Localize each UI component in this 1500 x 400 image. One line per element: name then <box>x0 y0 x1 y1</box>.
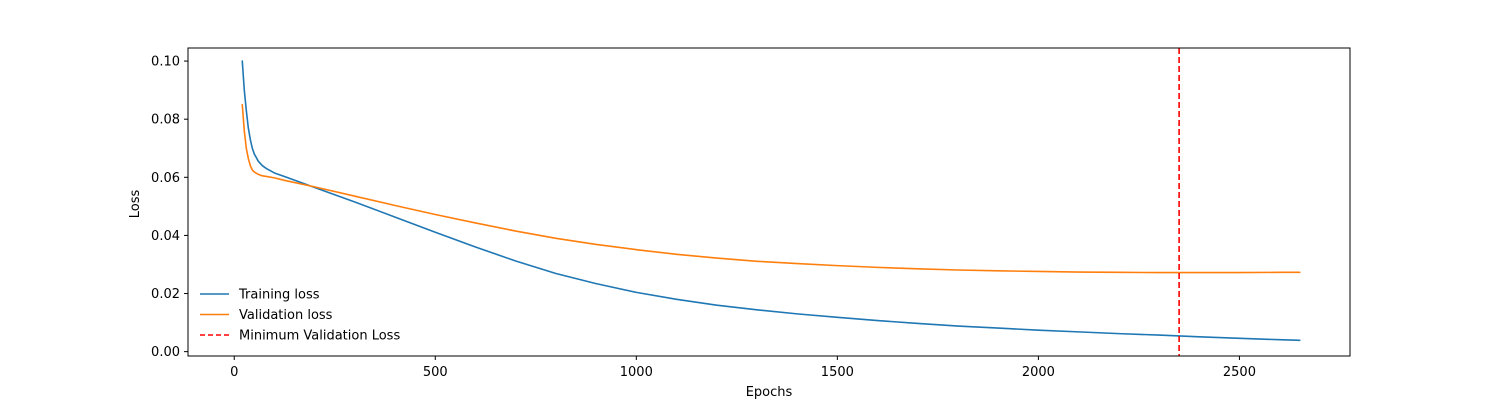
y-tick-label: 0.06 <box>151 171 180 186</box>
y-axis-label: Loss <box>128 190 143 219</box>
legend-label: Minimum Validation Loss <box>239 329 400 344</box>
y-tick-label: 0.00 <box>151 345 180 360</box>
x-tick-label: 500 <box>423 365 448 380</box>
x-tick-label: 2000 <box>1022 365 1055 380</box>
x-tick-label: 1500 <box>821 365 854 380</box>
legend-item-training-loss: Training loss <box>200 288 320 303</box>
legend-item-minimum-validation-loss: Minimum Validation Loss <box>200 329 400 344</box>
legend-item-validation-loss: Validation loss <box>200 308 333 323</box>
y-tick-label: 0.02 <box>151 287 180 302</box>
x-tick-label: 0 <box>230 365 238 380</box>
y-axis-ticks: 0.00 0.02 0.04 0.06 0.08 0.10 <box>151 55 188 360</box>
plot-frame <box>187 47 1351 357</box>
validation-loss-line <box>241 103 1301 274</box>
y-tick-label: 0.10 <box>151 55 180 70</box>
y-tick-label: 0.08 <box>151 113 180 128</box>
x-tick-label: 2500 <box>1223 365 1256 380</box>
training-loss-line <box>241 60 1301 342</box>
x-axis-ticks: 0 500 1000 1500 2000 2500 <box>230 356 1256 380</box>
legend-label: Training loss <box>238 288 320 303</box>
y-tick-label: 0.04 <box>151 229 180 244</box>
legend: Training loss Validation loss Minimum Vali… <box>200 288 400 344</box>
x-axis-label: Epochs <box>746 385 793 400</box>
series-layer <box>241 60 1301 342</box>
x-tick-label: 1000 <box>620 365 653 380</box>
legend-label: Validation loss <box>239 308 333 323</box>
